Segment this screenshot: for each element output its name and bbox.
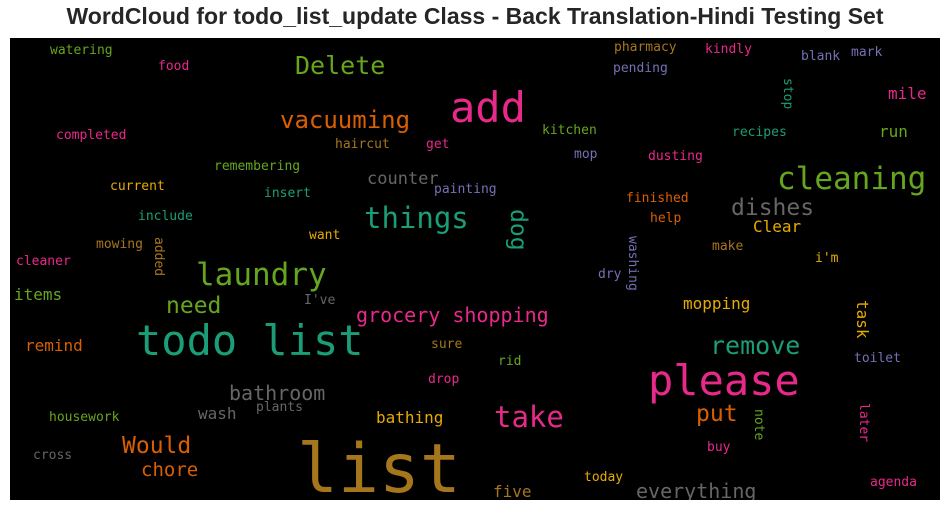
word-painting: painting bbox=[434, 182, 497, 197]
word-dog: dog bbox=[505, 209, 531, 251]
word-remove: remove bbox=[710, 331, 800, 360]
word-food: food bbox=[158, 59, 189, 74]
word-finished: finished bbox=[626, 191, 689, 206]
wordcloud-svg: list todo list please add cleaning laundry thi… bbox=[14, 40, 927, 509]
word-add: add bbox=[450, 83, 526, 132]
word-remembering: remembering bbox=[214, 159, 300, 174]
word-rid: rid bbox=[498, 354, 521, 369]
word-current: current bbox=[110, 179, 165, 194]
word-counter: counter bbox=[367, 169, 439, 189]
word-put: put bbox=[696, 401, 738, 427]
word-later: later bbox=[856, 403, 871, 442]
word-would: Would bbox=[122, 433, 191, 459]
word-pending: pending bbox=[613, 61, 668, 76]
word-pharmacy: pharmacy bbox=[614, 40, 677, 55]
word-drop: drop bbox=[428, 372, 459, 387]
word-mowing: mowing bbox=[96, 237, 143, 252]
word-buy: buy bbox=[707, 440, 731, 455]
chart-title: WordCloud for todo_list_update Class - B… bbox=[66, 3, 884, 29]
word-get: get bbox=[426, 137, 449, 152]
word-bathing: bathing bbox=[376, 408, 443, 427]
word-laundry: laundry bbox=[196, 257, 327, 293]
word-kitchen: kitchen bbox=[542, 123, 597, 138]
word-watering: watering bbox=[50, 43, 113, 58]
word-vacuuming: vacuuming bbox=[280, 106, 410, 134]
word-sure: sure bbox=[431, 337, 462, 352]
word-list: list bbox=[297, 430, 461, 500]
word-kindly: kindly bbox=[705, 42, 752, 57]
word-todo-list: todo list bbox=[136, 316, 364, 365]
wordcloud-canvas: list todo list please add cleaning laundry thi… bbox=[10, 38, 940, 509]
word-stop: stop bbox=[780, 78, 795, 109]
word-blank: blank bbox=[801, 49, 840, 64]
word-bathroom: bathroom bbox=[229, 381, 325, 405]
word-mark: mark bbox=[851, 45, 882, 60]
word-items: items bbox=[14, 285, 62, 304]
word-five: five bbox=[493, 482, 532, 500]
word-remind: remind bbox=[25, 336, 83, 355]
word-cleaning: cleaning bbox=[777, 161, 926, 197]
word-mop: mop bbox=[574, 147, 598, 162]
word-include: include bbox=[138, 209, 193, 224]
word-haircut: haircut bbox=[335, 137, 390, 152]
word-dishes: dishes bbox=[731, 195, 814, 221]
word-cleaner: cleaner bbox=[16, 254, 71, 269]
word-i-m: i'm bbox=[815, 251, 839, 266]
word-plants: plants bbox=[256, 400, 303, 415]
word-things: things bbox=[364, 201, 469, 235]
word-cross: cross bbox=[33, 448, 72, 463]
word-i-ve: I've bbox=[304, 293, 335, 308]
word-make: make bbox=[712, 239, 743, 254]
word-delete: Delete bbox=[295, 51, 385, 80]
word-toilet: toilet bbox=[854, 351, 901, 366]
word-insert: insert bbox=[264, 186, 311, 201]
word-added: added bbox=[151, 237, 166, 276]
word-chore: chore bbox=[141, 459, 198, 481]
word-take: take bbox=[494, 400, 564, 434]
word-housework: housework bbox=[49, 410, 120, 425]
word-everything: everything bbox=[636, 479, 756, 500]
word-task: task bbox=[853, 300, 872, 339]
word-mile: mile bbox=[888, 84, 927, 103]
word-wash: wash bbox=[198, 404, 237, 423]
word-recipes: recipes bbox=[732, 125, 787, 140]
word-run: run bbox=[879, 122, 908, 141]
word-clear: Clear bbox=[753, 217, 802, 236]
word-dusting: dusting bbox=[648, 149, 703, 164]
word-need: need bbox=[166, 293, 221, 319]
word-completed: completed bbox=[56, 128, 126, 143]
word-note: note bbox=[751, 409, 766, 440]
word-mopping: mopping bbox=[683, 294, 750, 313]
word-grocery-shopping: grocery shopping bbox=[356, 303, 549, 327]
word-help: help bbox=[650, 211, 681, 226]
word-today: today bbox=[584, 470, 623, 485]
word-want: want bbox=[309, 228, 340, 243]
word-agenda: agenda bbox=[870, 475, 917, 490]
word-dry: dry bbox=[598, 267, 622, 282]
word-please: please bbox=[648, 356, 800, 405]
word-washing: washing bbox=[625, 236, 640, 291]
